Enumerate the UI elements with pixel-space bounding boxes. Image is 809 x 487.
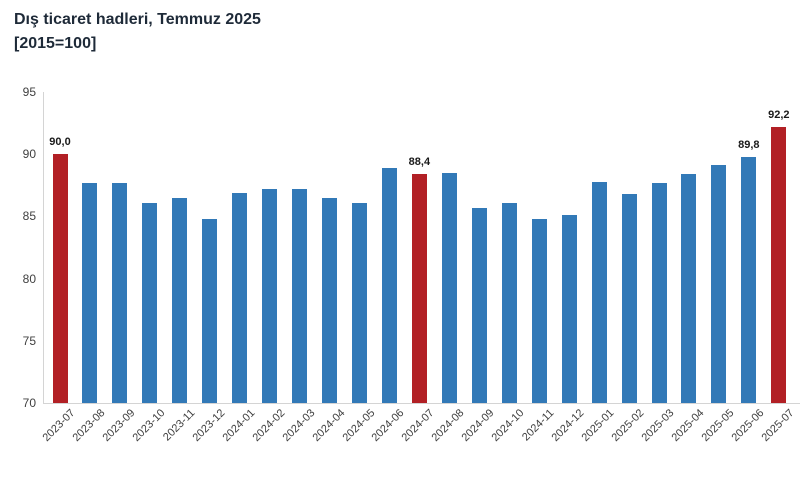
bar-2024-09[interactable] [471,207,487,403]
bar-2024-11[interactable] [531,218,547,403]
bar-2024-04[interactable] [322,197,338,403]
bar-2024-12[interactable] [561,215,577,403]
data-label-2023-07: 90,0 [49,136,71,149]
y-tick-label: 75 [22,333,36,348]
bar-2025-05[interactable] [711,165,727,403]
bar-2024-06[interactable] [381,167,397,403]
bar-2025-07[interactable] [771,126,787,403]
bar-2025-02[interactable] [621,194,637,403]
bar-2025-01[interactable] [591,181,607,403]
bar-2023-12[interactable] [202,218,218,403]
chart-subtitle: [2015=100] [14,35,97,52]
data-label-2024-07: 88,4 [408,156,431,169]
bar-2024-10[interactable] [501,202,517,403]
y-tick-label: 80 [22,271,36,286]
y-tick-label: 95 [22,85,36,99]
bar-2024-05[interactable] [352,202,367,403]
y-axis-line [43,92,44,403]
bar-2024-03[interactable] [292,189,308,403]
bar-2025-03[interactable] [651,182,667,403]
bar-2024-01[interactable] [232,192,248,403]
data-label-2025-07: 92,2 [768,108,790,121]
bar-2024-08[interactable] [441,172,457,403]
x-axis-line [43,403,800,404]
bar-2025-04[interactable] [681,174,697,403]
chart-title: Dış ticaret hadleri, Temmuz 2025 [14,11,261,28]
bar-2023-09[interactable] [112,182,128,403]
bar-2024-07[interactable] [411,174,427,403]
y-tick-label: 85 [22,209,36,224]
data-label-2025-06: 89,8 [738,138,760,151]
bar-2025-06[interactable] [741,156,757,403]
y-tick-label: 70 [22,396,36,410]
bar-2023-10[interactable] [142,202,158,403]
chart-title-block: Dış ticaret hadleri, Temmuz 2025 [2015=1… [14,8,261,56]
bar-2023-07[interactable] [52,154,68,403]
bar-2023-11[interactable] [172,197,188,403]
bar-2023-08[interactable] [82,182,98,403]
bar-2024-02[interactable] [262,189,278,403]
y-tick-label: 90 [22,147,36,162]
